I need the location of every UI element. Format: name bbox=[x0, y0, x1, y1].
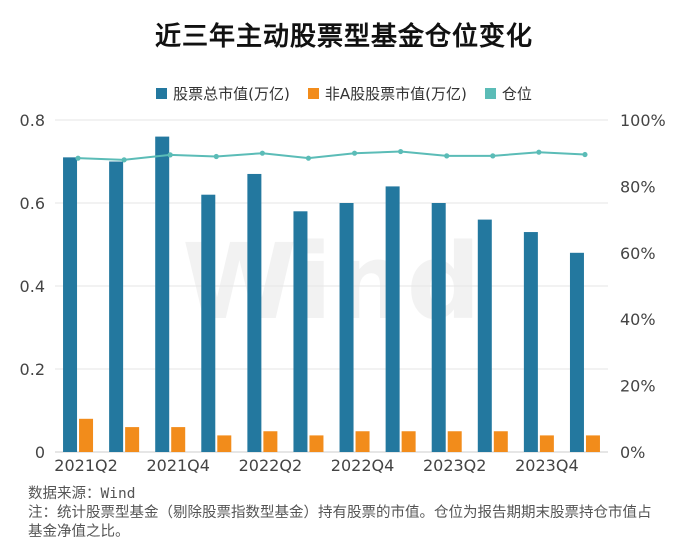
y-right-tick-label: 60% bbox=[620, 244, 656, 263]
x-tick-label: 2022Q4 bbox=[331, 456, 395, 475]
chart-title: 近三年主动股票型基金仓位变化 bbox=[154, 22, 533, 52]
x-tick-label: 2023Q2 bbox=[423, 456, 487, 475]
bar-non-a-share bbox=[263, 431, 278, 452]
y-left-tick-label: 0.6 bbox=[20, 194, 45, 213]
legend-swatch-stock-value bbox=[156, 88, 168, 99]
bar-stock-value bbox=[339, 203, 354, 452]
bar-non-a-share bbox=[79, 418, 94, 452]
point-position bbox=[121, 157, 127, 163]
point-position bbox=[444, 153, 450, 159]
bar-non-a-share bbox=[401, 431, 416, 452]
bar-non-a-share bbox=[217, 435, 232, 452]
bar-stock-value bbox=[63, 157, 78, 452]
bar-non-a-share bbox=[171, 427, 186, 452]
legend-label-stock-value: 股票总市值(万亿) bbox=[173, 85, 290, 103]
legend-label-position: 仓位 bbox=[501, 85, 532, 103]
bar-stock-value bbox=[385, 186, 400, 452]
bar-non-a-share bbox=[125, 427, 140, 452]
y-left-tick-label: 0.8 bbox=[20, 111, 45, 130]
source-note: 数据来源：Wind bbox=[28, 486, 136, 502]
bar-non-a-share bbox=[309, 435, 324, 452]
legend-item-position: 仓位 bbox=[484, 83, 532, 104]
point-position bbox=[398, 148, 404, 155]
bar-stock-value bbox=[477, 219, 492, 452]
bar-stock-value bbox=[431, 203, 446, 452]
bar-stock-value bbox=[109, 161, 124, 452]
x-tick-label: 2023Q4 bbox=[515, 456, 579, 475]
point-position bbox=[536, 149, 542, 155]
point-position bbox=[490, 153, 496, 159]
bar-stock-value bbox=[293, 211, 308, 452]
y-right-tick-label: 20% bbox=[620, 377, 656, 396]
point-position bbox=[305, 155, 312, 161]
bar-stock-value bbox=[523, 232, 538, 452]
legend-item-non-a-share: 非A股股票市值(万亿) bbox=[307, 83, 467, 104]
y-left-tick-label: 0 bbox=[35, 443, 45, 462]
y-left-tick-label: 0.2 bbox=[20, 360, 45, 379]
legend-swatch-non-a-share bbox=[307, 88, 319, 99]
legend-swatch-position bbox=[484, 88, 496, 99]
y-left-tick-label: 0.4 bbox=[20, 277, 45, 296]
bar-stock-value bbox=[155, 136, 170, 452]
watermark-text: Wind bbox=[182, 221, 481, 343]
x-tick-label: 2021Q4 bbox=[146, 456, 210, 475]
description-note: 注：统计股票型基金（剔除股票指数型基金）持有股票的市值。仓位为报告期期末股票持仓… bbox=[28, 505, 652, 540]
bar-non-a-share bbox=[539, 435, 554, 452]
bar-stock-value bbox=[201, 194, 216, 452]
bar-stock-value bbox=[569, 252, 584, 452]
legend-label-non-a-share: 非A股股票市值(万亿) bbox=[324, 85, 467, 103]
y-right-tick-label: 80% bbox=[620, 177, 656, 196]
chart-legend: 股票总市值(万亿) 非A股股票市值(万亿) 仓位 bbox=[0, 83, 688, 104]
legend-item-stock-value: 股票总市值(万亿) bbox=[156, 83, 290, 104]
point-position bbox=[167, 152, 173, 158]
y-right-tick-label: 40% bbox=[620, 310, 656, 329]
bar-non-a-share bbox=[585, 435, 600, 452]
bar-non-a-share bbox=[493, 431, 508, 452]
line-position bbox=[78, 150, 586, 161]
x-tick-label: 2022Q2 bbox=[239, 456, 303, 475]
bar-stock-value bbox=[247, 173, 262, 452]
bar-non-a-share bbox=[447, 431, 462, 452]
y-right-tick-label: 100% bbox=[620, 111, 666, 130]
bar-non-a-share bbox=[355, 431, 370, 452]
point-position bbox=[351, 150, 358, 156]
point-position bbox=[213, 153, 219, 160]
point-position bbox=[582, 151, 588, 158]
x-tick-label: 2021Q2 bbox=[54, 456, 118, 475]
point-position bbox=[75, 155, 81, 161]
point-position bbox=[259, 150, 265, 156]
y-right-tick-label: 0% bbox=[620, 443, 645, 462]
